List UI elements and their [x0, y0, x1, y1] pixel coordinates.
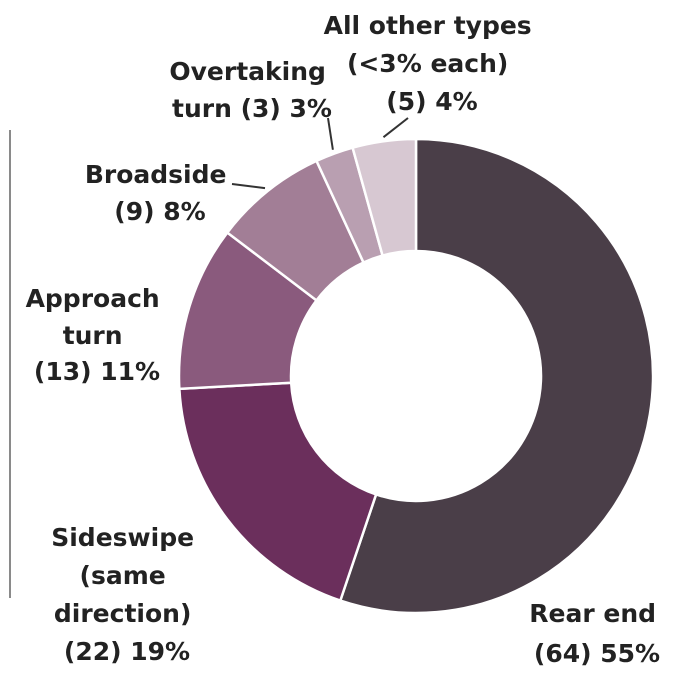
leader-line-overtaking-turn: [327, 117, 334, 150]
label-rear-end-line-1: Rear end: [529, 599, 656, 628]
label-approach-turn-line-2: turn: [63, 321, 123, 350]
leader-line-all-other-types-3-each: [382, 117, 409, 138]
label-all-other-types-line-1: All other types: [324, 11, 532, 40]
label-all-other-types: All other types (<3% each) (5) 4%: [324, 11, 541, 116]
label-sideswipe-line-4: (22) 19%: [64, 637, 190, 666]
label-rear-end: Rear end (64) 55%: [529, 599, 664, 668]
label-overtaking-turn-line-2: turn (3) 3%: [172, 94, 332, 123]
label-all-other-types-line-2: (<3% each): [347, 49, 508, 78]
label-overtaking-turn-line-1: Overtaking: [169, 57, 326, 86]
label-sideswipe-line-3: direction): [54, 599, 192, 628]
label-approach-turn-line-1: Approach: [26, 284, 160, 313]
label-all-other-types-line-3: (5) 4%: [386, 87, 477, 116]
label-sideswipe-line-1: Sideswipe: [51, 523, 194, 552]
slice-all-other-types-3-each: [351, 137, 418, 258]
label-broadside-line-2: (9) 8%: [114, 197, 205, 226]
label-sideswipe-line-2: (same: [80, 561, 166, 590]
label-sideswipe: Sideswipe (same direction) (22) 19%: [51, 523, 203, 666]
label-broadside-line-1: Broadside: [85, 160, 227, 189]
donut-slices: [177, 137, 655, 615]
leader-line-broadside: [231, 183, 266, 190]
leader-lines: [231, 117, 409, 190]
slice-sideswipe-same-direction: [178, 381, 378, 603]
label-approach-turn-line-3: (13) 11%: [34, 357, 160, 386]
slice-rear-end: [338, 137, 655, 615]
label-overtaking-turn: Overtaking turn (3) 3%: [169, 57, 334, 123]
label-rear-end-line-2: (64) 55%: [534, 639, 660, 668]
label-broadside: Broadside (9) 8%: [85, 160, 235, 226]
label-approach-turn: Approach turn (13) 11%: [26, 284, 169, 386]
